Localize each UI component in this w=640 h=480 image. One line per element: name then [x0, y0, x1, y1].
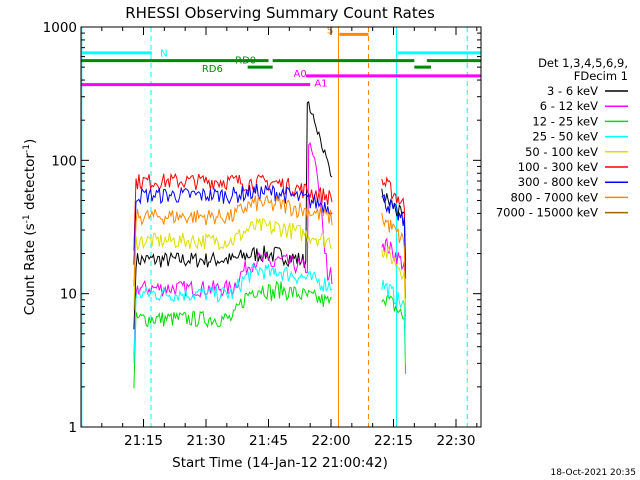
series-line-12-25kev	[133, 280, 333, 389]
y-tick-label-10: 10	[60, 287, 77, 303]
x-tick-label-2115: 21:15	[124, 433, 163, 449]
legend-header-1: FDecim 1	[574, 69, 628, 83]
legend-label-1: 6 - 12 keV	[540, 99, 598, 113]
x-tick-label-2215: 22:15	[374, 433, 413, 449]
x-tick-label-2145: 21:45	[249, 433, 288, 449]
series-line-post-12-25kev	[381, 293, 407, 374]
y-tick-label-1000: 1000	[43, 20, 77, 36]
series-line-post-800-7000kev	[381, 212, 407, 299]
y-axis-label-main: Count Rate (s	[22, 223, 38, 315]
y-axis-label: Count Rate (s-1 detector-1)	[22, 139, 38, 315]
flag-label-a0: A0	[294, 69, 307, 80]
series-line-300-800kev	[133, 184, 333, 265]
flag-label-s: S	[327, 25, 333, 36]
flag-label-rd0: RD0	[235, 55, 256, 66]
legend-label-6: 300 - 800 keV	[518, 175, 598, 189]
chart-title: RHESSI Observing Summary Count Rates	[125, 4, 435, 22]
legend-label-3: 25 - 50 keV	[532, 130, 598, 144]
x-tick-label-2200: 22:00	[312, 433, 351, 449]
series-line-3-6kev	[133, 101, 333, 330]
legend-label-4: 50 - 100 keV	[525, 145, 598, 159]
series-line-50-100kev	[133, 217, 333, 311]
legend-label-8: 7000 - 15000 keV	[496, 206, 598, 220]
legend-label-7: 800 - 7000 keV	[510, 190, 598, 204]
series-line-100-300kev	[133, 172, 333, 251]
y-axis-label-mid: detector	[22, 153, 38, 215]
legend-label-2: 12 - 25 keV	[532, 114, 598, 128]
legend-label-0: 3 - 6 keV	[547, 84, 598, 98]
series-line-800-7000kev	[133, 194, 333, 287]
flag-label-n: N	[160, 48, 167, 59]
y-axis-ticks: 1 10 100 1000	[43, 20, 481, 436]
x-axis-ticks: 21:15 21:30 21:45 22:00 22:15 22:30	[101, 27, 478, 449]
series-line-25-50kev	[133, 263, 333, 364]
series-line-post-100-300kev	[381, 176, 407, 262]
x-tick-label-2230: 22:30	[437, 433, 476, 449]
series-line-post-25-50kev	[381, 279, 407, 364]
y-axis-label-end: )	[22, 139, 38, 144]
x-axis-label: Start Time (14-Jan-12 21:00:42)	[172, 455, 388, 471]
series-line-post-300-800kev	[381, 194, 407, 279]
flag-label-rd6: RD6	[202, 64, 223, 75]
legend-header-0: Det 1,3,4,5,6,9,	[538, 56, 628, 70]
series-line-6-12kev	[133, 142, 333, 358]
y-axis-label-sup2: -1	[22, 144, 32, 153]
series-line-post-50-100kev	[381, 244, 407, 329]
y-tick-label-100: 100	[51, 153, 77, 169]
legend-label-5: 100 - 300 keV	[518, 160, 598, 174]
y-tick-label-1: 1	[68, 420, 77, 436]
plot-area: N RD0 RD6 S A0 A1	[81, 25, 481, 427]
timestamp: 18-Oct-2021 20:35	[551, 468, 636, 478]
x-tick-label-2130: 21:30	[187, 433, 226, 449]
y-axis-label-sup1: -1	[22, 214, 32, 223]
plot-frame	[80, 26, 482, 428]
flag-label-a1: A1	[314, 78, 327, 89]
